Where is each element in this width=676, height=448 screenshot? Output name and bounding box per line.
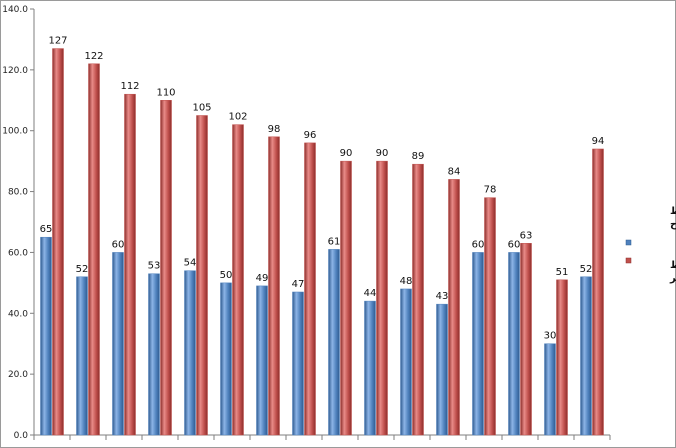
loss-label-1: 127 [48,36,67,47]
loss-label-13: 78 [484,185,497,196]
profit-label-11: 48 [400,276,413,287]
profit-bar-11 [400,288,412,436]
loss-label-5: 105 [192,103,211,114]
y-tick-label: 120.0 [2,66,28,76]
loss-label-3: 112 [120,81,139,92]
profit-label-6: 50 [220,270,233,281]
loss-label-11: 89 [412,151,425,162]
profit-bar-6 [220,282,232,436]
legend-label-2: متوسطالخسائر [669,260,676,284]
profit-bar-2 [76,276,88,436]
loss-label-10: 90 [376,148,389,159]
profit-bar-12 [436,303,448,436]
profit-bar-10 [364,300,376,436]
profit-bar-14 [508,252,520,436]
loss-label-16: 94 [592,136,605,147]
loss-bar-16 [592,148,604,436]
profit-label-14: 60 [508,239,521,250]
loss-label-7: 98 [268,124,281,135]
bars [40,48,604,436]
profit-label-13: 60 [472,239,485,250]
profit-label-2: 52 [76,264,89,275]
profit-bar-7 [256,285,268,436]
profit-label-10: 44 [364,288,377,299]
data-labels: 65 52 60 53 54 50 49 47 61 44 48 43 60 60 30 52 127 122 11… [40,36,605,342]
loss-bar-8 [304,142,316,436]
legend: متوسطالأرباح متوسطالخسائر [625,206,676,284]
profit-label-15: 30 [544,331,557,342]
profit-bar-15 [544,343,556,436]
loss-label-6: 102 [228,112,247,123]
y-tick-label: 80.0 [8,188,28,198]
legend-swatch-2 [625,257,632,264]
profit-bar-3 [112,252,124,436]
loss-bar-1 [52,48,64,436]
profit-label-3: 60 [112,239,125,250]
loss-label-4: 110 [156,87,175,98]
profit-bar-4 [148,273,160,436]
profit-bar-8 [292,291,304,436]
y-tick-label: 60.0 [8,248,28,258]
loss-bar-15 [556,279,568,436]
loss-bar-12 [448,179,460,436]
loss-bar-14 [520,243,532,436]
loss-bar-11 [412,163,424,436]
loss-bar-7 [268,136,280,436]
loss-label-8: 96 [304,130,317,141]
y-tick-label: 20.0 [8,370,28,380]
loss-label-9: 90 [340,148,353,159]
loss-label-2: 122 [84,51,103,62]
y-tick-label: 140.0 [2,5,28,15]
loss-bar-6 [232,124,244,436]
profit-bar-5 [184,270,196,436]
loss-bar-9 [340,160,352,436]
x-axis [33,434,611,440]
y-axis: 0.0 20.0 40.0 60.0 80.0 100.0 120.0 140.0 [2,5,35,441]
profit-label-16: 52 [580,264,593,275]
y-tick-label: 0.0 [14,431,29,441]
loss-bar-10 [376,160,388,436]
loss-bar-2 [88,63,100,436]
legend-label-1: متوسطالأرباح [670,206,676,230]
loss-bar-5 [196,115,208,436]
loss-bar-3 [124,93,136,436]
loss-label-12: 84 [448,166,461,177]
profit-label-7: 49 [256,273,269,284]
profit-label-9: 61 [328,236,341,247]
y-tick-label: 100.0 [2,127,28,137]
profit-bar-16 [580,276,592,436]
loss-bar-13 [484,197,496,436]
loss-label-14: 63 [520,230,533,241]
profit-bar-13 [472,252,484,436]
profit-label-5: 54 [184,258,197,269]
y-tick-label: 40.0 [8,309,28,319]
profit-label-12: 43 [436,291,449,302]
profit-bar-1 [40,236,52,436]
profit-bar-9 [328,249,340,436]
profit-label-4: 53 [148,261,161,272]
profit-label-8: 47 [292,279,305,290]
profit-label-1: 65 [40,224,53,235]
loss-label-15: 51 [556,267,569,278]
loss-bar-4 [160,100,172,436]
legend-swatch-1 [625,239,632,246]
